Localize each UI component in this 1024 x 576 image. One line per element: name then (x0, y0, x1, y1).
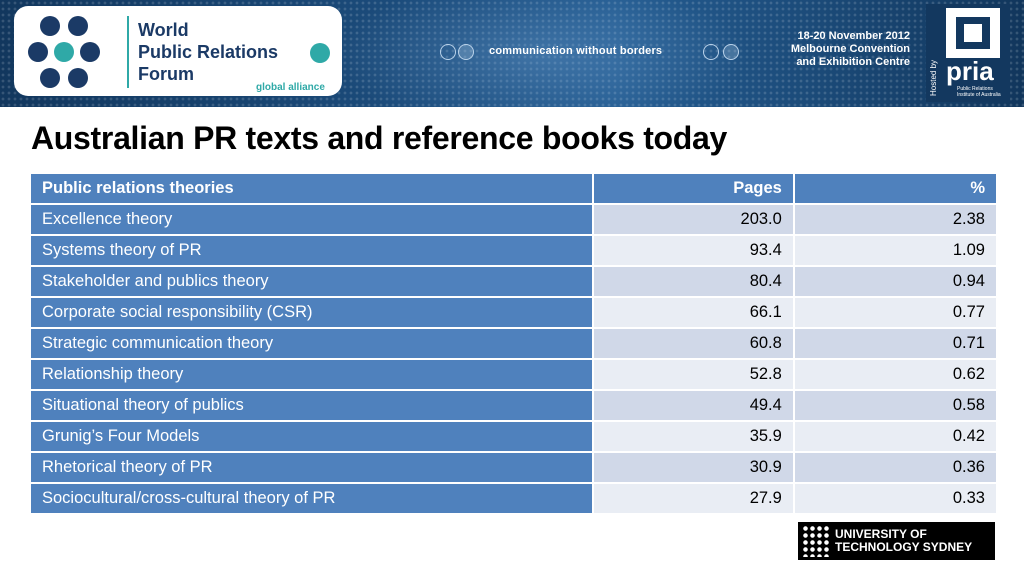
theory-cell: Situational theory of publics (31, 391, 594, 422)
theory-cell: Excellence theory (31, 205, 594, 236)
conference-banner: World Public Relations Forum global alli… (0, 0, 1024, 107)
theory-cell: Stakeholder and publics theory (31, 267, 594, 298)
pria-wordmark: pria (946, 56, 994, 86)
logo-divider (127, 16, 129, 88)
theory-cell: Rhetorical theory of PR (31, 453, 594, 484)
percent-cell: 1.09 (794, 236, 996, 267)
percent-cell: 0.33 (794, 484, 996, 515)
event-dates: 18-20 November 2012 (797, 30, 910, 42)
theory-cell: Sociocultural/cross-cultural theory of P… (31, 484, 594, 515)
banner-glow (330, 0, 750, 107)
column-header-percent: % (794, 174, 996, 205)
pria-logo-icon (946, 8, 1000, 58)
pages-cell: 93.4 (593, 236, 795, 267)
pages-cell: 49.4 (593, 391, 795, 422)
uts-line2: TECHNOLOGY SYDNEY (835, 540, 973, 554)
uts-line1: UNIVERSITY OF (835, 527, 927, 541)
table-row: Strategic communication theory 60.8 0.71 (31, 329, 996, 360)
page-title: Australian PR texts and reference books … (31, 120, 728, 156)
percent-cell: 0.94 (794, 267, 996, 298)
event-venue-line2: and Exhibition Centre (796, 56, 910, 68)
logo-tagline: global alliance (256, 82, 325, 93)
table-row: Sociocultural/cross-cultural theory of P… (31, 484, 996, 515)
wprf-dot-mark-icon (28, 14, 112, 90)
pria-full-name: Public Relations Institute of Australia (957, 86, 1007, 98)
percent-cell: 2.38 (794, 205, 996, 236)
logo-teal-dot-icon (310, 43, 330, 63)
event-venue-line1: Melbourne Convention (790, 43, 910, 55)
pages-cell: 60.8 (593, 329, 795, 360)
table-row: Situational theory of publics 49.4 0.58 (31, 391, 996, 422)
table-row: Systems theory of PR 93.4 1.09 (31, 236, 996, 267)
table-row: Excellence theory 203.0 2.38 (31, 205, 996, 236)
table-row: Rhetorical theory of PR 30.9 0.36 (31, 453, 996, 484)
pages-cell: 203.0 (593, 205, 795, 236)
pages-cell: 27.9 (593, 484, 795, 515)
table-header-row: Public relations theories Pages % (31, 174, 996, 205)
pages-cell: 35.9 (593, 422, 795, 453)
event-info: 18-20 November 2012 Melbourne Convention… (752, 30, 910, 69)
ring-icon (458, 44, 474, 60)
theory-cell: Corporate social responsibility (CSR) (31, 298, 594, 329)
percent-cell: 0.77 (794, 298, 996, 329)
percent-cell: 0.62 (794, 360, 996, 391)
banner-tagline: communication without borders (489, 45, 663, 57)
wprf-logo: World Public Relations Forum global alli… (14, 6, 342, 96)
pages-cell: 66.1 (593, 298, 795, 329)
table-row: Corporate social responsibility (CSR) 66… (31, 298, 996, 329)
pages-cell: 30.9 (593, 453, 795, 484)
uts-logo: UNIVERSITY OF TECHNOLOGY SYDNEY (798, 522, 995, 560)
theory-cell: Relationship theory (31, 360, 594, 391)
logo-line-public-relations: Public Relations (138, 42, 279, 62)
column-header-pages: Pages (593, 174, 795, 205)
logo-line-forum: Forum (138, 64, 194, 84)
column-header-theory: Public relations theories (31, 174, 594, 205)
ring-icon (440, 44, 456, 60)
percent-cell: 0.58 (794, 391, 996, 422)
table-row: Relationship theory 52.8 0.62 (31, 360, 996, 391)
hosted-by-label: Hosted by (929, 59, 938, 96)
ring-icon (703, 44, 719, 60)
logo-line-world: World (138, 20, 189, 40)
theory-cell: Strategic communication theory (31, 329, 594, 360)
theories-table: Public relations theories Pages % Excell… (31, 174, 996, 515)
pages-cell: 52.8 (593, 360, 795, 391)
pages-cell: 80.4 (593, 267, 795, 298)
pria-full-line2: Institute of Australia (957, 92, 1001, 98)
ring-icon (723, 44, 739, 60)
percent-cell: 0.36 (794, 453, 996, 484)
theory-cell: Grunig’s Four Models (31, 422, 594, 453)
table-row: Stakeholder and publics theory 80.4 0.94 (31, 267, 996, 298)
theory-cell: Systems theory of PR (31, 236, 594, 267)
uts-wordmark: UNIVERSITY OF TECHNOLOGY SYDNEY (835, 528, 972, 554)
percent-cell: 0.71 (794, 329, 996, 360)
percent-cell: 0.42 (794, 422, 996, 453)
pria-full-line1: Public Relations (957, 86, 993, 92)
table-row: Grunig’s Four Models 35.9 0.42 (31, 422, 996, 453)
uts-dot-mark-icon (802, 525, 830, 557)
